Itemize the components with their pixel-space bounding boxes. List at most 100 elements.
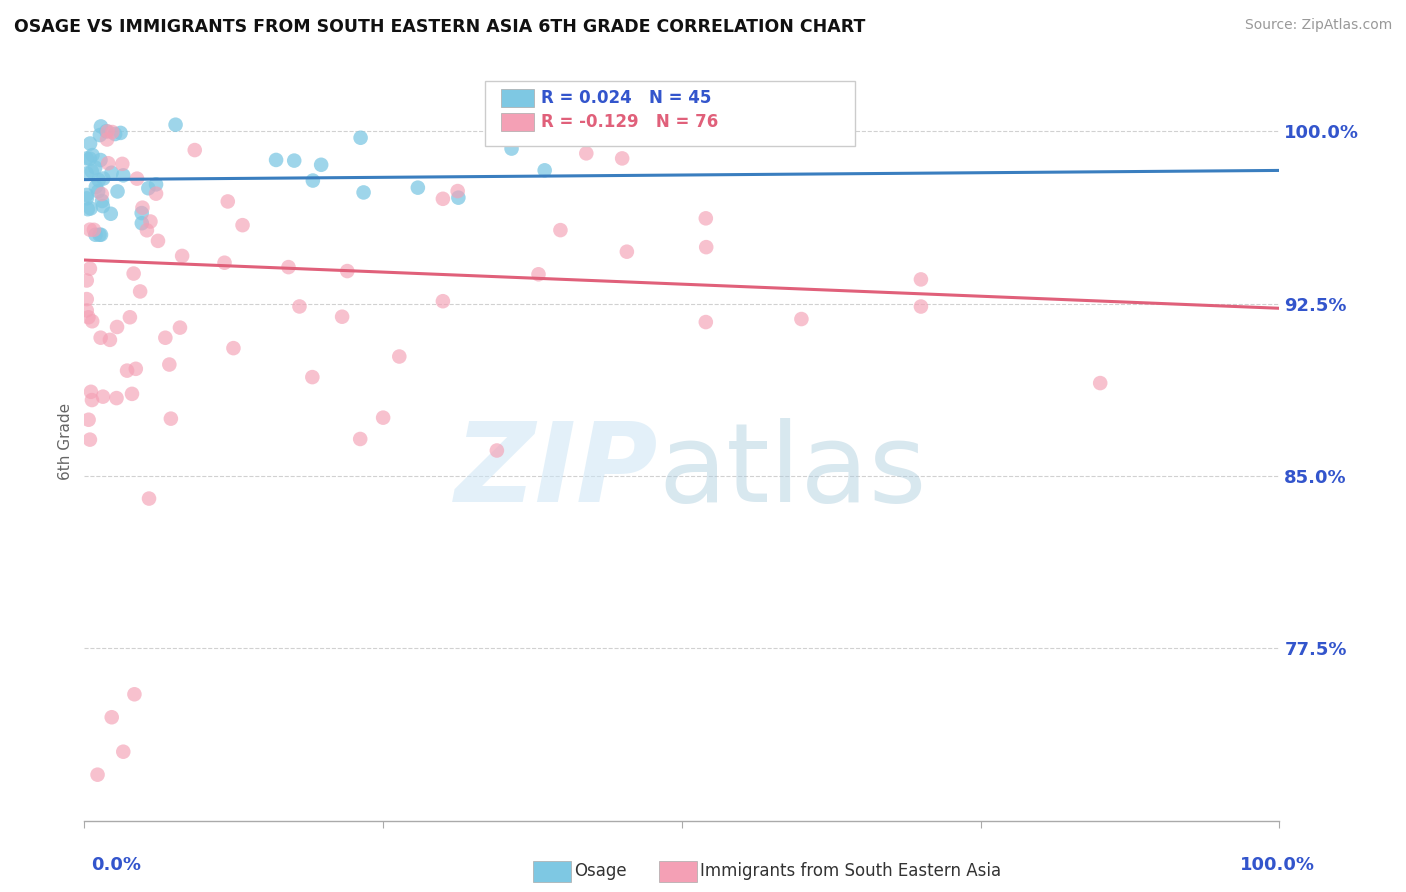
Point bbox=[501, 142, 523, 156]
Point bbox=[98, 333, 121, 347]
Point bbox=[89, 227, 111, 242]
Point bbox=[80, 164, 103, 178]
Point bbox=[111, 157, 134, 171]
Point bbox=[77, 310, 100, 325]
Point bbox=[110, 126, 132, 140]
Point bbox=[485, 443, 508, 458]
Point bbox=[527, 267, 550, 281]
Point bbox=[96, 124, 118, 138]
Point bbox=[115, 363, 138, 377]
Point bbox=[790, 312, 813, 326]
Point bbox=[146, 234, 169, 248]
Point bbox=[84, 227, 107, 242]
Point bbox=[695, 211, 717, 226]
Point bbox=[100, 166, 122, 180]
Point bbox=[90, 227, 112, 242]
Point bbox=[184, 143, 207, 157]
Point bbox=[695, 240, 717, 254]
Point bbox=[131, 216, 153, 230]
Point bbox=[432, 294, 454, 309]
Point bbox=[264, 153, 287, 167]
Point bbox=[77, 413, 100, 427]
Point bbox=[533, 163, 555, 178]
Point bbox=[169, 320, 191, 334]
Point bbox=[87, 184, 110, 198]
Point bbox=[612, 152, 634, 166]
Point bbox=[222, 341, 245, 355]
Point bbox=[105, 320, 128, 334]
Point bbox=[96, 132, 118, 146]
Point bbox=[91, 390, 114, 404]
Point bbox=[80, 384, 103, 399]
Point bbox=[91, 199, 114, 213]
Point bbox=[79, 433, 101, 447]
Point bbox=[125, 171, 148, 186]
Point bbox=[165, 118, 187, 132]
Point bbox=[330, 310, 353, 324]
Point bbox=[79, 136, 101, 151]
Point bbox=[124, 687, 146, 701]
FancyBboxPatch shape bbox=[502, 113, 534, 131]
Point bbox=[432, 192, 454, 206]
Point bbox=[76, 152, 98, 166]
Point bbox=[217, 194, 239, 209]
Point bbox=[79, 222, 101, 236]
Text: atlas: atlas bbox=[658, 418, 927, 525]
Point bbox=[76, 166, 98, 180]
Point bbox=[1090, 376, 1112, 390]
Point bbox=[83, 223, 105, 237]
Point bbox=[76, 303, 98, 318]
Point bbox=[910, 300, 932, 314]
Point bbox=[84, 161, 107, 175]
Text: Source: ZipAtlas.com: Source: ZipAtlas.com bbox=[1244, 18, 1392, 32]
FancyBboxPatch shape bbox=[502, 89, 534, 107]
Point bbox=[90, 331, 112, 345]
Point bbox=[616, 244, 638, 259]
Point bbox=[76, 188, 98, 202]
Text: 0.0%: 0.0% bbox=[91, 856, 142, 874]
Text: Osage: Osage bbox=[574, 863, 626, 880]
Point bbox=[90, 120, 112, 134]
Point bbox=[129, 285, 152, 299]
Point bbox=[302, 173, 325, 187]
Y-axis label: 6th Grade: 6th Grade bbox=[58, 403, 73, 480]
Point bbox=[575, 146, 598, 161]
Point bbox=[155, 331, 177, 345]
Point bbox=[725, 124, 748, 138]
Point bbox=[122, 267, 145, 281]
Point bbox=[157, 358, 180, 372]
Point bbox=[79, 202, 101, 216]
Point bbox=[89, 128, 111, 142]
Point bbox=[406, 180, 429, 194]
Point bbox=[87, 173, 110, 187]
Point bbox=[388, 350, 411, 364]
Point bbox=[309, 158, 332, 172]
Point bbox=[97, 156, 120, 170]
Point bbox=[301, 370, 323, 384]
Point bbox=[214, 256, 236, 270]
Point bbox=[125, 361, 148, 376]
Text: Immigrants from South Eastern Asia: Immigrants from South Eastern Asia bbox=[700, 863, 1001, 880]
Point bbox=[101, 125, 124, 139]
Point bbox=[107, 185, 129, 199]
Point bbox=[160, 411, 183, 425]
Point bbox=[336, 264, 359, 278]
Point bbox=[90, 860, 112, 874]
Point bbox=[283, 153, 305, 168]
Point bbox=[288, 300, 311, 314]
Point bbox=[97, 124, 120, 138]
Point bbox=[131, 206, 153, 220]
Point bbox=[277, 260, 299, 274]
Point bbox=[86, 767, 108, 781]
Point bbox=[131, 201, 153, 215]
Point bbox=[138, 181, 160, 195]
Point bbox=[349, 432, 371, 446]
Point bbox=[695, 315, 717, 329]
Point bbox=[90, 187, 112, 202]
Point bbox=[91, 194, 114, 208]
Point bbox=[100, 207, 122, 221]
Point bbox=[82, 148, 104, 162]
Point bbox=[172, 249, 194, 263]
FancyBboxPatch shape bbox=[485, 81, 855, 145]
Point bbox=[76, 202, 98, 217]
